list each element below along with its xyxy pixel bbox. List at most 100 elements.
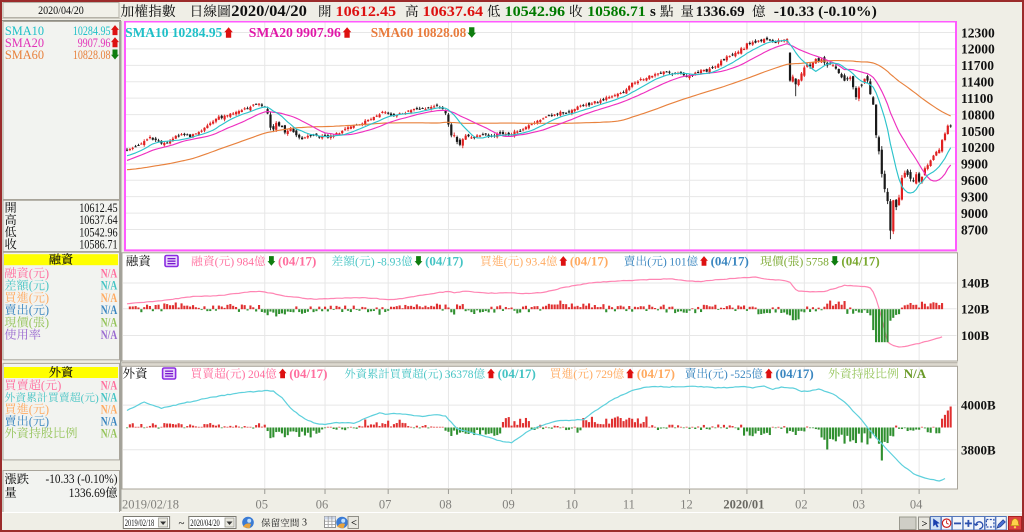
svg-text:3: 3 xyxy=(302,518,307,529)
svg-text:(: ( xyxy=(708,367,712,381)
svg-text:(: ( xyxy=(215,254,219,268)
svg-text:): ) xyxy=(45,316,49,330)
svg-text:2020/04/20: 2020/04/20 xyxy=(231,3,307,20)
svg-text:-8.93: -8.93 xyxy=(377,256,401,268)
svg-text:(: ( xyxy=(41,378,45,392)
svg-text:N/A: N/A xyxy=(101,426,117,440)
svg-text:): ) xyxy=(371,254,375,268)
svg-text:9900: 9900 xyxy=(961,157,988,172)
svg-text:05: 05 xyxy=(256,498,269,512)
svg-text:SMA60: SMA60 xyxy=(5,48,44,62)
svg-text:10586.71: 10586.71 xyxy=(587,4,645,20)
svg-text:N/A: N/A xyxy=(101,390,117,404)
svg-text:729: 729 xyxy=(596,369,614,381)
svg-text:10200: 10200 xyxy=(961,140,995,155)
svg-text:10612.45: 10612.45 xyxy=(79,201,117,215)
svg-text:9600: 9600 xyxy=(961,173,988,188)
svg-text:): ) xyxy=(589,367,593,381)
svg-text:11400: 11400 xyxy=(961,75,994,90)
svg-text:(04/17): (04/17) xyxy=(775,366,813,381)
svg-text:101: 101 xyxy=(669,256,687,268)
svg-text:4000B: 4000B xyxy=(961,398,996,413)
svg-text:(: ( xyxy=(784,254,788,268)
svg-text:(: ( xyxy=(504,254,508,268)
svg-text:2020/04/20: 2020/04/20 xyxy=(190,519,220,529)
svg-text:10542.96: 10542.96 xyxy=(505,4,566,20)
svg-text:(04/17): (04/17) xyxy=(841,253,879,268)
svg-text:N/A: N/A xyxy=(101,291,117,305)
svg-text:93.4: 93.4 xyxy=(526,256,546,268)
svg-text:): ) xyxy=(45,266,49,280)
svg-text:07: 07 xyxy=(379,498,392,512)
svg-text:08: 08 xyxy=(439,498,452,512)
svg-text:(04/17): (04/17) xyxy=(498,366,536,381)
svg-text:SMA20: SMA20 xyxy=(5,36,44,50)
svg-text:): ) xyxy=(799,254,803,268)
svg-text:<: < xyxy=(351,518,357,529)
svg-text:SMA10 10284.95: SMA10 10284.95 xyxy=(125,26,222,41)
svg-text:06: 06 xyxy=(316,498,329,512)
svg-text:10637.64: 10637.64 xyxy=(79,213,118,227)
svg-text:11700: 11700 xyxy=(961,58,994,73)
svg-text:SMA60 10828.08: SMA60 10828.08 xyxy=(371,26,467,41)
svg-text:N/A: N/A xyxy=(101,266,117,280)
svg-text:): ) xyxy=(45,279,49,293)
svg-text:(04/17): (04/17) xyxy=(425,253,463,268)
svg-text:2019/02/18: 2019/02/18 xyxy=(122,498,179,512)
svg-text:2020/01: 2020/01 xyxy=(723,498,764,512)
svg-text:10612.45: 10612.45 xyxy=(336,4,397,20)
svg-text:): ) xyxy=(724,367,728,381)
svg-text:10500: 10500 xyxy=(961,124,995,139)
svg-text:): ) xyxy=(663,254,667,268)
svg-text:): ) xyxy=(95,392,99,404)
svg-text:10284.95: 10284.95 xyxy=(73,24,111,38)
svg-text:100B: 100B xyxy=(961,328,990,343)
svg-text:36378: 36378 xyxy=(445,369,474,381)
svg-text:10542.96: 10542.96 xyxy=(79,225,117,239)
svg-text:(04/17): (04/17) xyxy=(289,366,327,381)
svg-text:(: ( xyxy=(355,254,359,268)
svg-text:2020/04/20: 2020/04/20 xyxy=(38,5,84,17)
svg-text:): ) xyxy=(45,402,49,416)
svg-text:(: ( xyxy=(29,316,33,330)
svg-text:(04/17): (04/17) xyxy=(637,366,675,381)
svg-text:N/A: N/A xyxy=(101,328,117,342)
svg-text:(04/17): (04/17) xyxy=(278,253,316,268)
svg-text:N/A: N/A xyxy=(101,414,117,428)
svg-text:(: ( xyxy=(29,291,33,305)
svg-text:(: ( xyxy=(29,266,33,280)
svg-text:N/A: N/A xyxy=(101,279,117,293)
svg-text:N/A: N/A xyxy=(904,366,927,381)
svg-text:-10.33 (-0.10%): -10.33 (-0.10%) xyxy=(46,472,118,486)
svg-text:3800B: 3800B xyxy=(961,442,996,457)
svg-text:(: ( xyxy=(647,254,651,268)
svg-text:1336.69: 1336.69 xyxy=(696,4,745,20)
svg-text:1336.69: 1336.69 xyxy=(69,486,106,500)
svg-text:): ) xyxy=(45,303,49,317)
svg-text:(: ( xyxy=(29,414,33,428)
svg-text:5758: 5758 xyxy=(806,256,829,268)
svg-text:9000: 9000 xyxy=(961,206,988,221)
svg-text:204: 204 xyxy=(248,369,266,381)
svg-text:): ) xyxy=(519,254,523,268)
svg-text:10586.71: 10586.71 xyxy=(79,238,117,252)
svg-text:8700: 8700 xyxy=(961,222,988,237)
svg-text:(: ( xyxy=(424,369,428,381)
svg-text:(04/17): (04/17) xyxy=(711,253,749,268)
svg-text:N/A: N/A xyxy=(101,378,117,392)
svg-text:984: 984 xyxy=(237,256,255,268)
svg-text:N/A: N/A xyxy=(101,303,117,317)
svg-text:9300: 9300 xyxy=(961,190,988,205)
svg-text:N/A: N/A xyxy=(101,402,117,416)
svg-text:2019/02/18: 2019/02/18 xyxy=(125,519,155,529)
svg-text:02: 02 xyxy=(795,498,808,512)
svg-text:12000: 12000 xyxy=(961,42,995,57)
svg-text:N/A: N/A xyxy=(101,316,117,330)
svg-text:(04/17): (04/17) xyxy=(570,253,608,268)
svg-text:): ) xyxy=(242,367,246,381)
svg-text:(: ( xyxy=(29,303,33,317)
svg-text:04: 04 xyxy=(910,498,923,512)
svg-text:>: > xyxy=(922,519,928,530)
svg-text:): ) xyxy=(45,414,49,428)
svg-text:(: ( xyxy=(226,367,230,381)
